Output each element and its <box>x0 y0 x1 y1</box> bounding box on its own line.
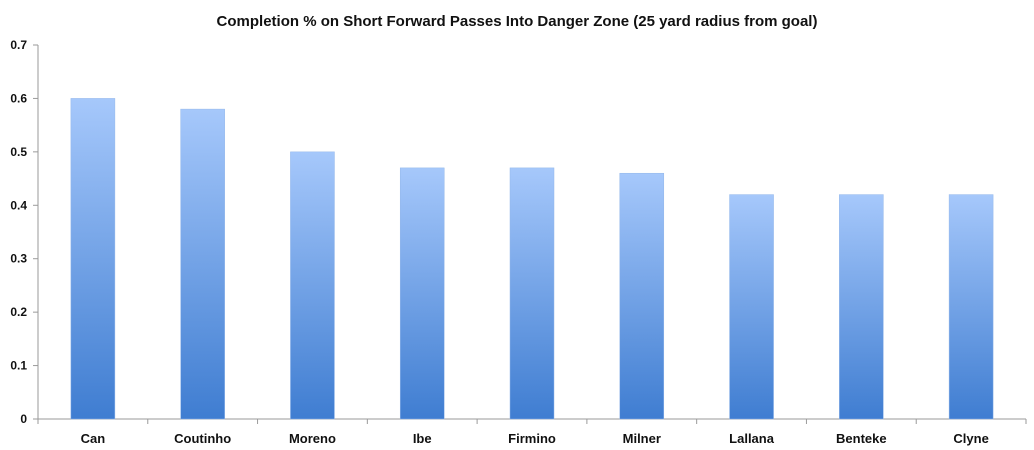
y-tick-label: 0.4 <box>10 198 27 212</box>
bar-coutinho <box>180 108 225 420</box>
x-tick-label: Can <box>81 431 106 446</box>
y-tick-label: 0.1 <box>10 359 27 373</box>
bar-ibe <box>399 167 445 420</box>
bar-can <box>70 98 116 420</box>
x-tick-label: Clyne <box>953 431 988 446</box>
x-axis: Can Coutinho Moreno Ibe Firmino Milner Lallana… <box>37 418 1027 446</box>
y-axis: 0 0.1 0.2 0.3 0.4 0.5 0.6 0.7 <box>10 38 39 426</box>
x-tick-label: Coutinho <box>174 431 231 446</box>
bar-milner <box>619 172 665 420</box>
y-tick-label: 0.3 <box>10 252 27 266</box>
y-tick-label: 0 <box>20 412 27 426</box>
y-tick-label: 0.7 <box>10 38 27 52</box>
x-tick-label: Ibe <box>413 431 432 446</box>
y-tick-label: 0.5 <box>10 145 27 159</box>
y-tick-label: 0.2 <box>10 305 27 319</box>
x-tick-label: Moreno <box>289 431 336 446</box>
bar-benteke <box>839 194 884 420</box>
x-tick-label: Milner <box>623 431 661 446</box>
chart-title: Completion % on Short Forward Passes Int… <box>217 13 818 30</box>
x-tick-label: Lallana <box>729 431 775 446</box>
bar-moreno <box>290 151 335 420</box>
bar-firmino <box>509 167 555 420</box>
bar-lallana <box>729 194 774 420</box>
y-tick-label: 0.6 <box>10 91 27 105</box>
bar-clyne <box>948 194 994 420</box>
x-tick-label: Firmino <box>508 431 556 446</box>
bars <box>70 98 994 420</box>
x-tick-label: Benteke <box>836 431 887 446</box>
